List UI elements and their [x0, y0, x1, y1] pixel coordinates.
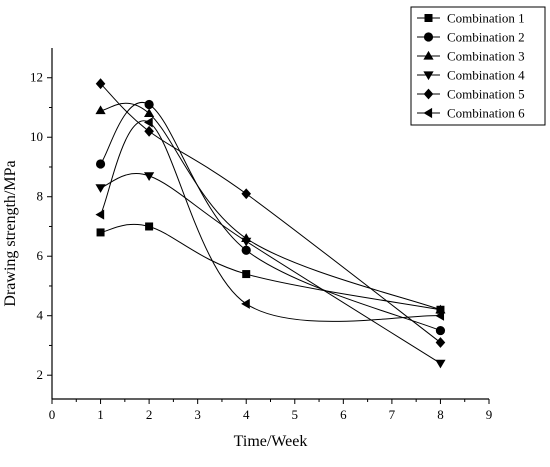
data-point-series-4	[95, 184, 106, 193]
data-point-series-2	[144, 99, 154, 110]
x-tick-label: 8	[437, 407, 444, 422]
legend-label: Combination 4	[447, 68, 525, 83]
y-axis-ticks: 2 4 6 8 10 12	[30, 70, 52, 382]
data-point-series-2	[241, 245, 251, 255]
data-point-series-5	[95, 78, 106, 90]
y-tick-label: 6	[37, 248, 44, 263]
series-line-2	[100, 101, 441, 332]
data-point-series-1	[242, 270, 251, 279]
data-point-series-2	[95, 159, 106, 169]
legend-label: Combination 1	[447, 11, 525, 26]
y-tick-label: 10	[30, 129, 43, 144]
series-line-4	[100, 173, 441, 364]
series-line-3	[100, 102, 441, 311]
legend-label: Combination 5	[447, 87, 525, 102]
data-point-series-4	[241, 237, 252, 247]
legend-marker	[423, 88, 434, 100]
legend-label: Combination 3	[447, 49, 525, 64]
legend-label: Combination 6	[447, 106, 525, 121]
legend: Combination 1 Combination 2 Combination 3 C…	[410, 6, 546, 126]
data-point-series-5	[435, 337, 446, 348]
data-point-series-2	[435, 325, 446, 336]
y-tick-label: 8	[37, 189, 44, 204]
y-tick-label: 2	[37, 367, 44, 382]
data-point-series-5	[241, 188, 252, 200]
series-line-1	[100, 223, 441, 311]
x-tick-label: 4	[243, 407, 250, 422]
x-tick-label: 2	[146, 407, 153, 422]
y-tick-label: 12	[30, 70, 43, 85]
data-point-series-3	[144, 108, 155, 118]
x-tick-label: 3	[194, 407, 201, 422]
data-point-series-4	[144, 172, 155, 182]
x-tick-label: 5	[292, 407, 299, 422]
data-point-series-1	[96, 228, 105, 237]
legend-box	[410, 6, 546, 126]
x-tick-label: 0	[49, 407, 56, 422]
legend-marker	[423, 107, 433, 119]
data-point-series-4	[435, 359, 446, 369]
x-tick-label: 9	[486, 407, 493, 422]
legend-marker	[423, 71, 434, 81]
data-point-series-1	[145, 222, 154, 231]
x-tick-label: 1	[97, 407, 104, 422]
legend-label: Combination 2	[447, 30, 525, 45]
x-tick-label: 6	[340, 407, 347, 422]
y-tick-label: 4	[37, 308, 44, 323]
x-axis-ticks: 0 1 2 3 4 5 6 7 8 9	[49, 399, 493, 422]
series-line-5	[100, 83, 441, 343]
x-tick-label: 7	[389, 407, 396, 422]
data-point-series-3	[435, 304, 446, 314]
x-axis-title: Time/Week	[234, 433, 308, 450]
series-lines	[100, 83, 441, 364]
data-point-series-5	[144, 125, 154, 137]
legend-marker	[424, 14, 433, 22]
data-point-series-3	[95, 105, 106, 115]
series-line-6	[100, 120, 441, 322]
data-point-series-6	[144, 117, 153, 128]
data-point-series-6	[241, 298, 250, 309]
data-point-series-6	[435, 310, 445, 321]
series-markers	[95, 78, 446, 369]
y-axis-title: Drawing strength/MPa	[2, 160, 19, 306]
legend-marker	[423, 32, 434, 42]
data-point-series-6	[95, 209, 105, 220]
legend-marker	[423, 50, 434, 60]
